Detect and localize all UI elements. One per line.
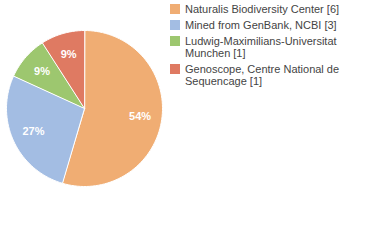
svg-text:9%: 9% (61, 48, 77, 60)
svg-text:54%: 54% (129, 110, 151, 122)
html-text:Naturalis Biodiversity Center: Naturalis Biodiversity Center [6] (185, 3, 340, 15)
html-text:Mined from GenBank, NCBI [3]: Mined from GenBank, NCBI [3] (185, 19, 337, 31)
html-text:Ludwig-Maximilians-Universitat: Ludwig-Maximilians-Universitat Munchen [… (185, 35, 337, 59)
svg-text:27%: 27% (22, 125, 44, 137)
html-text:Genoscope, Centre National de: Genoscope, Centre National de Sequencage… (185, 63, 340, 87)
svg-text:9%: 9% (34, 65, 50, 77)
